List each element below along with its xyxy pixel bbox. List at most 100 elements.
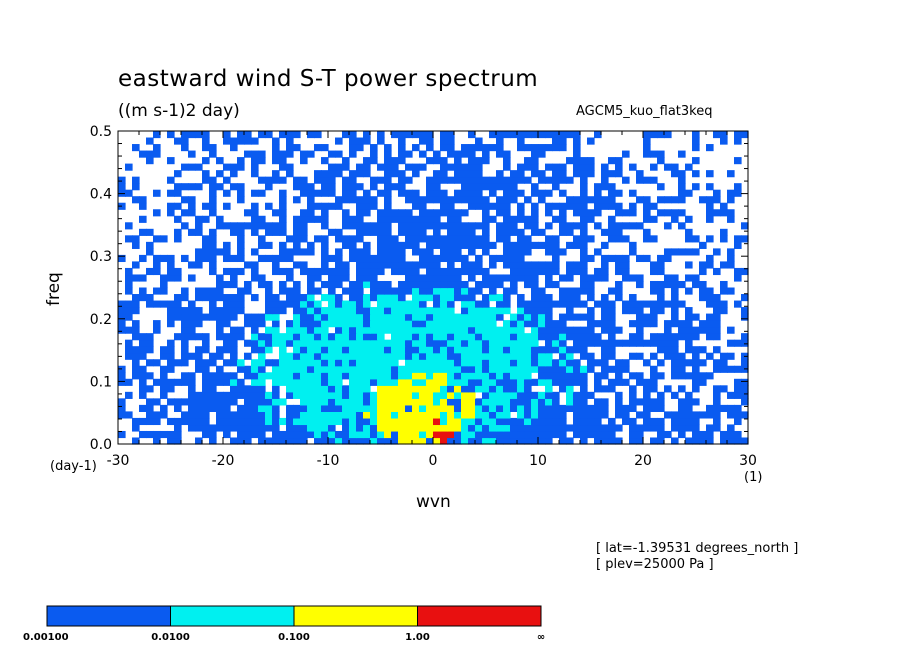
contour-cell: [552, 254, 560, 263]
contour-cell: [405, 261, 413, 269]
contour-cell: [538, 176, 546, 184]
contour-cell: [482, 150, 490, 158]
contour-cell: [342, 326, 350, 334]
contour-cell: [615, 326, 623, 334]
contour-cell: [496, 411, 504, 419]
contour-cell: [545, 424, 553, 432]
contour-cell: [265, 411, 273, 419]
contour-cell: [363, 196, 371, 204]
contour-cell: [468, 404, 476, 412]
contour-cell: [650, 202, 658, 210]
contour-cell: [412, 248, 420, 256]
contour-cell: [356, 404, 364, 412]
contour-cell: [552, 430, 560, 439]
contour-cell: [657, 157, 665, 165]
contour-cell: [349, 248, 357, 256]
contour-cell: [468, 241, 476, 249]
contour-cell: [405, 267, 413, 276]
contour-cell: [265, 280, 273, 289]
contour-cell: [132, 183, 140, 191]
contour-cell: [601, 294, 609, 302]
contour-cell: [244, 261, 252, 269]
contour-cell: [741, 267, 749, 276]
contour-cell: [566, 313, 574, 321]
contour-cell: [468, 144, 476, 152]
contour-cell: [293, 385, 301, 393]
contour-cell: [195, 359, 203, 367]
contour-cell: [286, 430, 294, 439]
contour-cell: [559, 228, 567, 236]
contour-cell: [503, 176, 511, 184]
contour-cell: [517, 339, 525, 347]
contour-cell: [552, 346, 560, 354]
contour-cell: [468, 365, 476, 373]
contour-cell: [510, 280, 518, 289]
contour-cell: [517, 163, 525, 171]
contour-cell: [265, 294, 273, 302]
contour-cell: [258, 352, 266, 360]
contour-cell: [230, 359, 238, 367]
contour-cell: [363, 170, 371, 178]
contour-cell: [503, 372, 511, 380]
contour-cell: [286, 424, 294, 432]
contour-cell: [475, 398, 483, 406]
contour-cell: [720, 300, 728, 308]
contour-cell: [160, 280, 168, 289]
contour-cell: [244, 222, 252, 230]
contour-cell: [202, 404, 210, 412]
contour-cell: [167, 300, 175, 308]
contour-cell: [167, 385, 175, 393]
contour-cell: [188, 307, 196, 315]
contour-cell: [426, 209, 434, 217]
contour-cell: [174, 137, 182, 145]
contour-cell: [188, 352, 196, 360]
contour-cell: [496, 417, 504, 426]
contour-cell: [454, 241, 462, 249]
contour-cell: [671, 274, 679, 282]
contour-cell: [468, 307, 476, 315]
contour-cell: [370, 228, 378, 236]
contour-cell: [678, 417, 686, 426]
contour-cell: [531, 274, 539, 282]
contour-cell: [265, 326, 273, 334]
contour-cell: [398, 137, 406, 145]
contour-cell: [188, 326, 196, 334]
contour-cell: [510, 333, 518, 341]
contour-cell: [587, 359, 595, 367]
contour-cell: [237, 417, 245, 426]
contour-cell: [587, 333, 595, 341]
contour-cell: [223, 307, 231, 315]
contour-cell: [468, 222, 476, 230]
contour-cell: [706, 170, 714, 178]
contour-cell: [202, 202, 210, 210]
contour-cell: [496, 307, 504, 315]
contour-cell: [146, 333, 154, 341]
contour-cell: [475, 346, 483, 354]
contour-cell: [349, 176, 357, 184]
contour-cell: [132, 365, 140, 373]
contour-cell: [384, 241, 392, 249]
contour-cell: [412, 411, 420, 419]
contour-cell: [706, 333, 714, 341]
contour-cell: [552, 320, 560, 328]
contour-cell: [377, 215, 385, 223]
contour-cell: [622, 365, 630, 373]
contour-cell: [440, 417, 448, 426]
contour-cell: [503, 157, 511, 165]
contour-cell: [440, 430, 448, 439]
contour-cell: [489, 215, 497, 223]
contour-cell: [405, 417, 413, 426]
contour-cell: [573, 196, 581, 204]
contour-cell: [426, 176, 434, 184]
contour-cell: [678, 209, 686, 217]
contour-cell: [370, 294, 378, 302]
contour-cell: [601, 228, 609, 236]
contour-cell: [608, 307, 616, 315]
contour-cell: [587, 235, 595, 243]
contour-cell: [265, 222, 273, 230]
contour-cell: [251, 150, 259, 158]
contour-cell: [307, 333, 315, 341]
contour-cell: [286, 385, 294, 393]
contour-cell: [573, 131, 581, 139]
contour-cell: [300, 157, 308, 165]
